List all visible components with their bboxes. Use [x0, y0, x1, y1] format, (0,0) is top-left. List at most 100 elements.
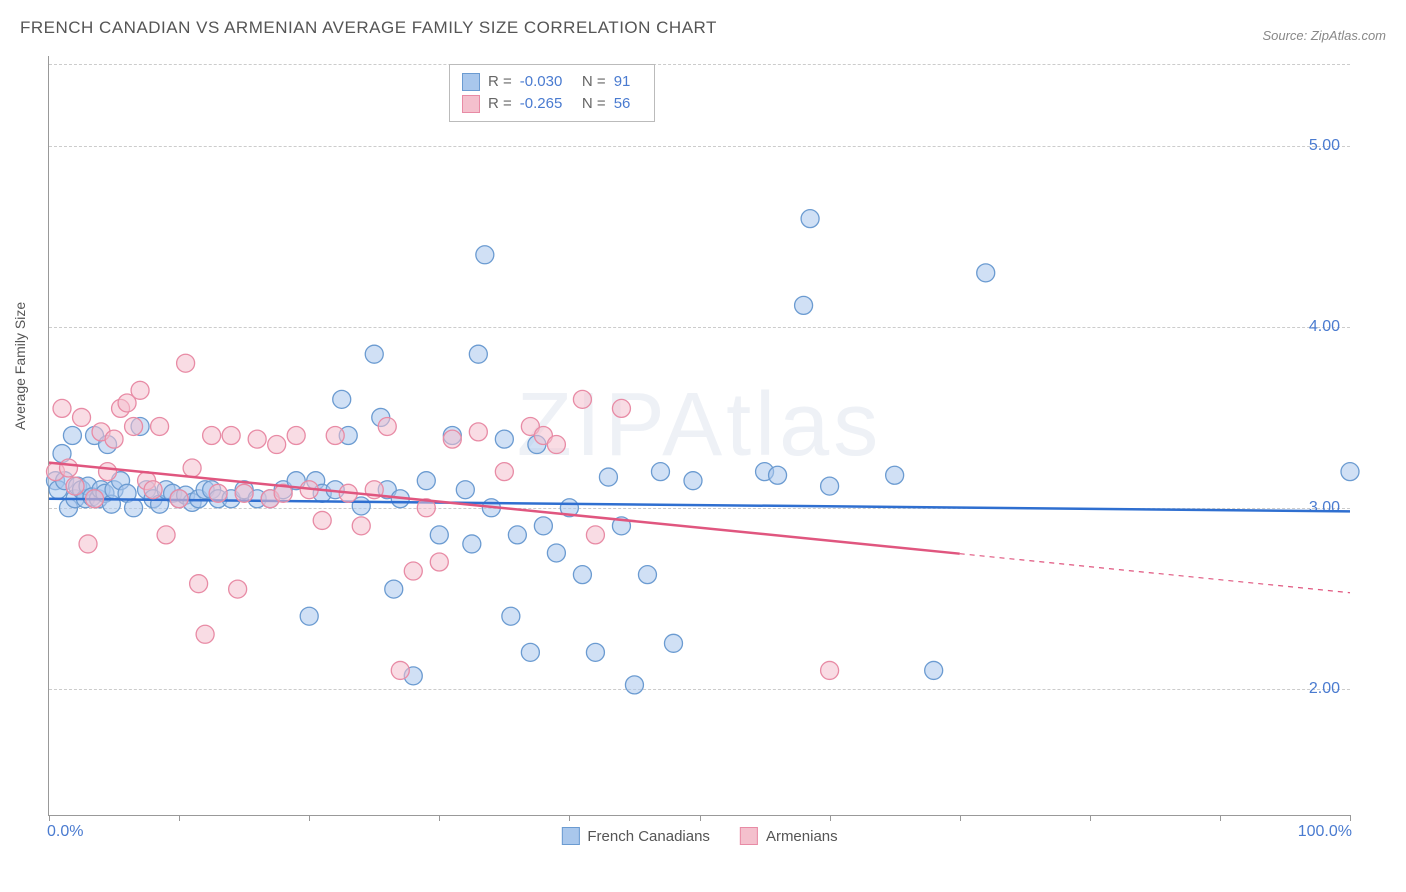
scatter-point — [586, 526, 604, 544]
scatter-point — [547, 544, 565, 562]
xtick-mark — [49, 815, 50, 821]
scatter-point — [73, 408, 91, 426]
scatter-point — [417, 472, 435, 490]
scatter-point — [196, 625, 214, 643]
chart-title: FRENCH CANADIAN VS ARMENIAN AVERAGE FAMI… — [20, 18, 717, 38]
scatter-point — [352, 517, 370, 535]
xtick-mark — [960, 815, 961, 821]
scatter-point — [463, 535, 481, 553]
scatter-point — [183, 459, 201, 477]
scatter-point — [60, 459, 78, 477]
scatter-point — [573, 566, 591, 584]
scatter-point — [612, 399, 630, 417]
x-axis-min-label: 0.0% — [47, 823, 83, 841]
scatter-point — [268, 436, 286, 454]
xtick-mark — [830, 815, 831, 821]
scatter-point — [495, 430, 513, 448]
scatter-point — [599, 468, 617, 486]
scatter-point — [144, 481, 162, 499]
legend-stat-row: R =-0.265 N =56 — [462, 93, 642, 115]
legend-swatch — [740, 827, 758, 845]
scatter-point — [190, 575, 208, 593]
plot-area: ZIPAtlas 2.003.004.005.00 0.0% 100.0% R … — [48, 56, 1350, 816]
scatter-point — [651, 463, 669, 481]
legend-swatch — [462, 73, 480, 91]
scatter-point — [469, 345, 487, 363]
y-axis-label: Average Family Size — [12, 302, 28, 430]
scatter-point — [769, 466, 787, 484]
n-value: 91 — [614, 71, 642, 93]
scatter-point — [821, 477, 839, 495]
xtick-mark — [700, 815, 701, 821]
scatter-point — [404, 562, 422, 580]
scatter-point — [795, 296, 813, 314]
scatter-point — [502, 607, 520, 625]
scatter-point — [53, 399, 71, 417]
scatter-point — [79, 535, 97, 553]
scatter-point — [521, 643, 539, 661]
legend-swatch — [462, 95, 480, 113]
scatter-point — [300, 607, 318, 625]
r-value: -0.030 — [520, 71, 570, 93]
scatter-point — [586, 643, 604, 661]
legend-item: Armenians — [740, 827, 838, 845]
scatter-point — [222, 427, 240, 445]
scatter-point — [235, 484, 253, 502]
scatter-point — [684, 472, 702, 490]
scatter-point — [248, 430, 266, 448]
scatter-point — [229, 580, 247, 598]
scatter-point — [378, 417, 396, 435]
scatter-point — [313, 511, 331, 529]
scatter-svg — [49, 56, 1350, 815]
scatter-point — [326, 427, 344, 445]
scatter-point — [476, 246, 494, 264]
scatter-point — [385, 580, 403, 598]
scatter-point — [925, 661, 943, 679]
scatter-point — [333, 390, 351, 408]
scatter-point — [365, 345, 383, 363]
scatter-point — [157, 526, 175, 544]
legend-item: French Canadians — [561, 827, 710, 845]
trend-line-extrapolated — [960, 554, 1350, 593]
xtick-mark — [439, 815, 440, 821]
scatter-point — [573, 390, 591, 408]
legend-label: French Canadians — [587, 828, 710, 845]
xtick-mark — [1220, 815, 1221, 821]
n-value: 56 — [614, 93, 642, 115]
scatter-point — [534, 517, 552, 535]
xtick-mark — [1350, 815, 1351, 821]
scatter-point — [638, 566, 656, 584]
scatter-point — [664, 634, 682, 652]
scatter-point — [495, 463, 513, 481]
x-axis-max-label: 100.0% — [1298, 823, 1352, 841]
scatter-point — [287, 427, 305, 445]
scatter-point — [430, 526, 448, 544]
scatter-point — [547, 436, 565, 454]
scatter-point — [209, 484, 227, 502]
scatter-point — [151, 417, 169, 435]
scatter-point — [125, 499, 143, 517]
scatter-point — [203, 427, 221, 445]
n-label: N = — [578, 93, 606, 115]
correlation-legend: R = -0.030 N = 91R = -0.265 N = 56 — [449, 64, 655, 122]
r-value: -0.265 — [520, 93, 570, 115]
r-label: R = — [488, 71, 512, 93]
scatter-point — [170, 490, 188, 508]
xtick-mark — [309, 815, 310, 821]
scatter-point — [977, 264, 995, 282]
scatter-point — [125, 417, 143, 435]
scatter-point — [886, 466, 904, 484]
legend-stat-row: R = -0.030 N = 91 — [462, 71, 642, 93]
scatter-point — [86, 490, 104, 508]
scatter-point — [801, 210, 819, 228]
xtick-mark — [569, 815, 570, 821]
scatter-point — [131, 381, 149, 399]
xtick-mark — [1090, 815, 1091, 821]
scatter-point — [66, 477, 84, 495]
scatter-point — [99, 463, 117, 481]
scatter-point — [443, 430, 461, 448]
scatter-point — [456, 481, 474, 499]
n-label: N = — [578, 71, 606, 93]
series-legend: French Canadians Armenians — [561, 827, 837, 845]
scatter-point — [625, 676, 643, 694]
